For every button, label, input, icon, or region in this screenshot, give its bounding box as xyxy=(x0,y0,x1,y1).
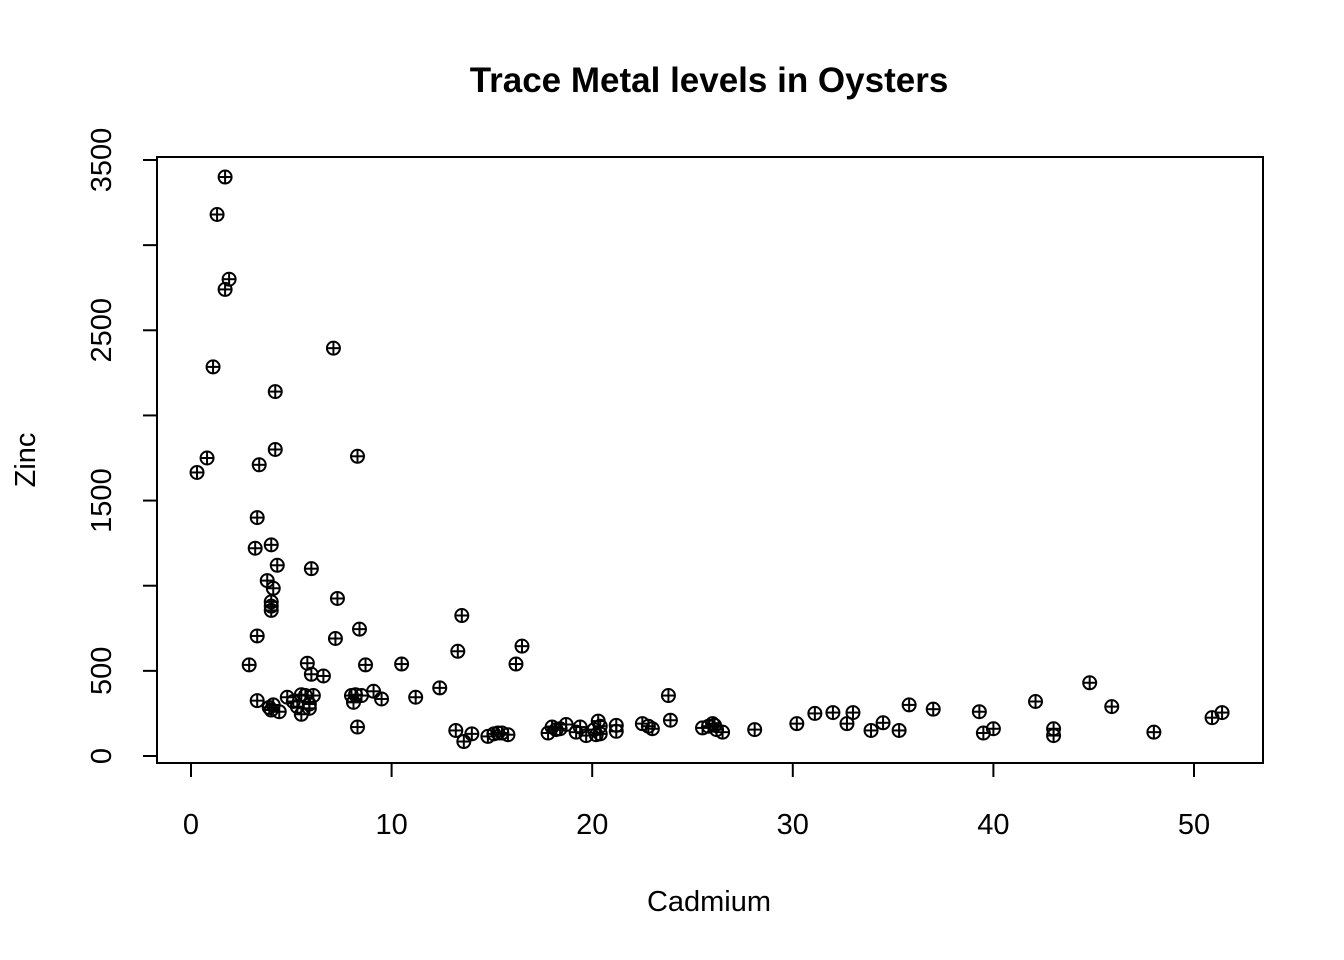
x-tick-label: 30 xyxy=(777,809,809,841)
data-point xyxy=(315,668,331,684)
data-point xyxy=(807,705,823,721)
data-point xyxy=(303,666,319,682)
data-point xyxy=(249,628,265,644)
data-point xyxy=(249,693,265,709)
data-point xyxy=(1046,728,1062,744)
data-point xyxy=(514,638,530,654)
x-axis: 0 10 20 30 40 50 xyxy=(183,762,1210,841)
data-point xyxy=(205,359,221,375)
data-point xyxy=(241,657,257,673)
y-tick-label: 0 xyxy=(86,748,118,764)
data-point xyxy=(199,450,215,466)
data-point xyxy=(408,689,424,705)
x-tick-label: 10 xyxy=(375,809,407,841)
data-point xyxy=(249,510,265,526)
x-tick-label: 20 xyxy=(576,809,608,841)
data-point xyxy=(394,656,410,672)
y-tick-label: 2500 xyxy=(86,298,118,363)
data-point xyxy=(448,722,464,738)
data-point xyxy=(925,701,941,717)
data-point xyxy=(875,715,891,731)
data-point xyxy=(715,724,731,740)
data-point xyxy=(329,590,345,606)
data-point xyxy=(352,621,368,637)
data-point xyxy=(608,723,624,739)
data-point xyxy=(662,712,678,728)
data-point xyxy=(454,608,470,624)
data-point xyxy=(644,721,660,737)
y-tick-label: 1500 xyxy=(86,468,118,533)
data-point xyxy=(374,691,390,707)
data-point xyxy=(789,716,805,732)
data-point xyxy=(863,722,879,738)
data-point xyxy=(985,721,1001,737)
data-point xyxy=(263,602,279,618)
data-point xyxy=(303,561,319,577)
data-point xyxy=(971,704,987,720)
data-point xyxy=(349,448,365,464)
data-point xyxy=(450,643,466,659)
data-point xyxy=(209,206,225,222)
data-point xyxy=(839,716,855,732)
data-point xyxy=(349,719,365,735)
data-point xyxy=(267,384,283,400)
data-point xyxy=(265,580,281,596)
data-point xyxy=(500,727,516,743)
data-point xyxy=(891,722,907,738)
data-point xyxy=(1082,675,1098,691)
x-tick-label: 40 xyxy=(977,809,1009,841)
x-tick-label: 50 xyxy=(1178,809,1210,841)
y-axis-label: Zinc xyxy=(10,433,42,488)
data-point xyxy=(189,464,205,480)
data-point xyxy=(251,457,267,473)
data-point xyxy=(592,726,608,742)
data-point xyxy=(901,697,917,713)
data-point xyxy=(358,657,374,673)
data-point xyxy=(660,688,676,704)
data-point xyxy=(263,537,279,553)
data-point xyxy=(221,271,237,287)
data-point xyxy=(432,680,448,696)
data-point xyxy=(1028,694,1044,710)
data-point xyxy=(747,722,763,738)
data-point xyxy=(247,540,263,556)
data-point xyxy=(558,716,574,732)
chart-title: Trace Metal levels in Oysters xyxy=(470,61,949,100)
data-point xyxy=(845,705,861,721)
y-axis: 0 500 1500 2500 3500 xyxy=(86,128,158,764)
data-point xyxy=(1214,705,1230,721)
data-point xyxy=(464,726,480,742)
data-point xyxy=(456,734,472,750)
data-point xyxy=(263,702,279,718)
data-point xyxy=(1104,699,1120,715)
x-tick-label: 0 xyxy=(183,809,199,841)
data-point xyxy=(327,631,343,647)
data-point xyxy=(305,688,321,704)
data-point xyxy=(325,340,341,356)
data-point xyxy=(1146,724,1162,740)
y-tick-label: 500 xyxy=(86,647,118,695)
data-points xyxy=(189,169,1230,750)
data-point xyxy=(825,705,841,721)
data-point xyxy=(508,656,524,672)
data-point xyxy=(267,441,283,457)
data-point xyxy=(271,704,287,720)
data-point xyxy=(217,169,233,185)
y-tick-label: 3500 xyxy=(86,128,118,193)
x-axis-label: Cadmium xyxy=(647,886,771,918)
data-point xyxy=(366,683,382,699)
data-point xyxy=(269,557,285,573)
